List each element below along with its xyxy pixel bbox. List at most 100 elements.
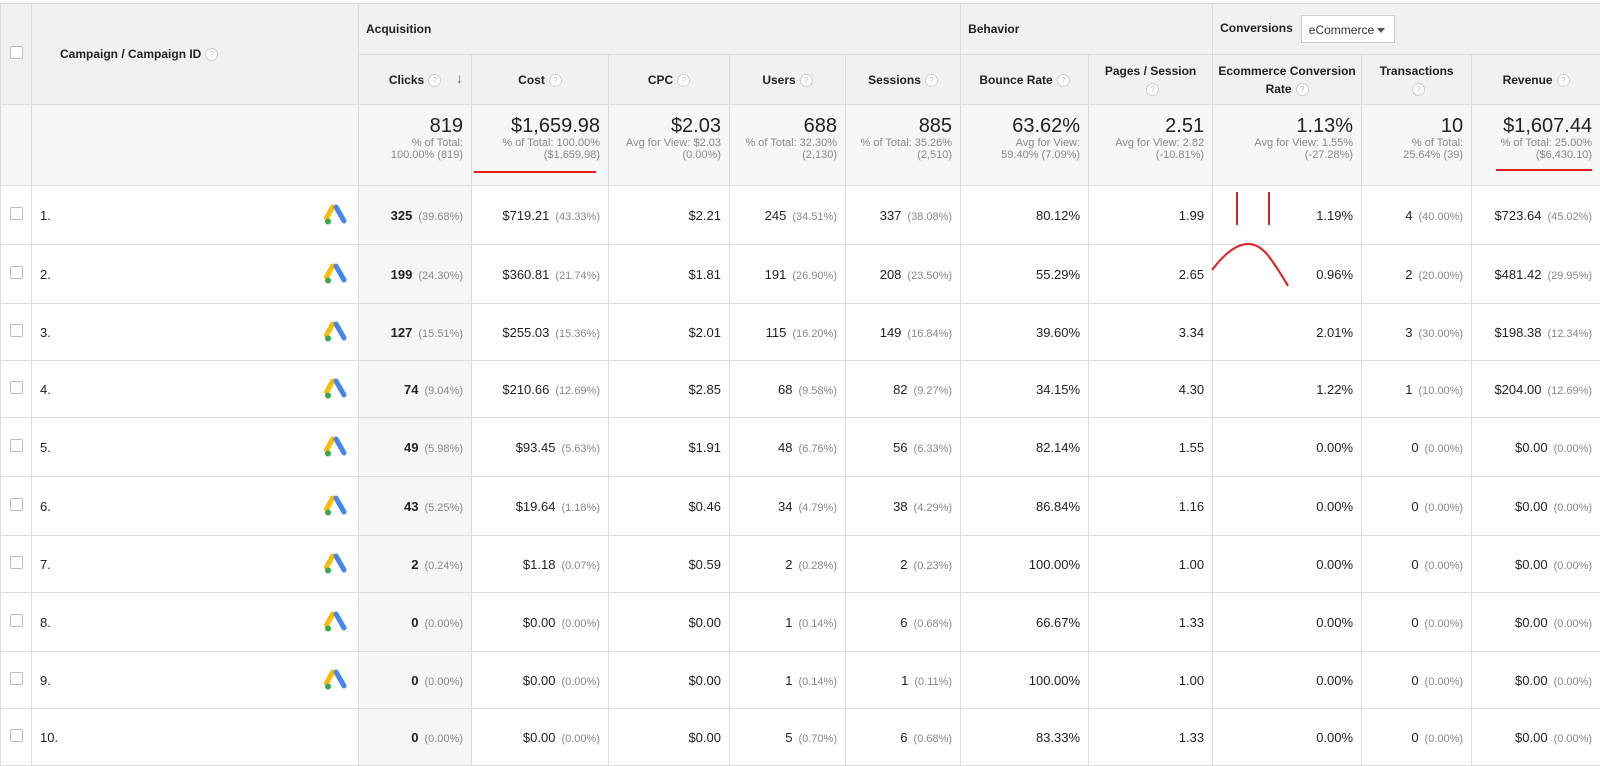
ecr-value: 0.00%: [1316, 730, 1353, 745]
percent-of-total: (0.28%): [798, 560, 837, 572]
clicks-value: 0: [411, 615, 418, 630]
help-circle-icon[interactable]: ?: [205, 48, 218, 61]
transactions-column-header[interactable]: Transactions?: [1362, 55, 1472, 105]
row-checkbox[interactable]: [10, 729, 23, 742]
pages-value: 1.00: [1179, 557, 1204, 572]
campaign-cell[interactable]: 8.: [32, 593, 359, 652]
total-revenue: $1,607.44% of Total: 25.00%($6,430.10): [1472, 105, 1600, 186]
help-circle-icon[interactable]: ?: [1146, 83, 1159, 96]
campaign-cell[interactable]: 9.: [32, 652, 359, 709]
row-checkbox[interactable]: [10, 324, 23, 337]
row-checkbox[interactable]: [10, 266, 23, 279]
help-circle-icon[interactable]: ?: [925, 74, 938, 87]
percent-of-total: (38.08%): [907, 211, 952, 223]
behavior-label: Behavior: [968, 22, 1019, 36]
total-users-value: 688: [730, 115, 837, 137]
pages-session-cell: 2.65: [1089, 245, 1213, 304]
row-checkbox[interactable]: [10, 614, 23, 627]
conversions-label: Conversions: [1220, 21, 1293, 35]
bounce-value: 34.15%: [1036, 382, 1080, 397]
sessions-value: 1: [901, 673, 908, 688]
campaign-cell[interactable]: 5.: [32, 418, 359, 477]
campaign-cell[interactable]: 6.: [32, 477, 359, 536]
help-circle-icon[interactable]: ?: [800, 74, 813, 87]
bounce-rate-column-header[interactable]: Bounce Rate?: [961, 55, 1089, 105]
users-value: 115: [766, 325, 787, 340]
help-circle-icon[interactable]: ?: [677, 74, 690, 87]
percent-of-total: (0.00%): [424, 618, 463, 630]
conversion-type-select[interactable]: eCommerce: [1301, 15, 1395, 43]
cpc-cell: $0.00: [609, 652, 730, 709]
revenue-cell: $0.00(0.00%): [1472, 418, 1600, 477]
campaign-cell[interactable]: 1.: [32, 186, 359, 245]
campaign-cell[interactable]: 4.: [32, 361, 359, 418]
help-circle-icon[interactable]: ?: [428, 74, 441, 87]
clicks-column-header[interactable]: Clicks?↓: [359, 55, 472, 105]
cpc-column-header[interactable]: CPC?: [609, 55, 730, 105]
bounce-value: 82.14%: [1036, 440, 1080, 455]
help-circle-icon[interactable]: ?: [549, 74, 562, 87]
revenue-column-header[interactable]: Revenue?: [1472, 55, 1600, 105]
bounce-rate-cell: 100.00%: [961, 536, 1089, 593]
total-cost-sub1: % of Total: 100.00%: [472, 137, 600, 149]
total-users: 688% of Total: 32.30%(2,130): [730, 105, 846, 186]
campaign-cell[interactable]: 3.: [32, 304, 359, 361]
cost-cell: $93.45(5.63%): [472, 418, 609, 477]
select-all-checkbox[interactable]: [10, 46, 23, 59]
bounce-rate-cell: 55.29%: [961, 245, 1089, 304]
ecr-cell: 0.96%: [1213, 245, 1362, 304]
cost-value: $719.21: [502, 208, 549, 223]
row-checkbox[interactable]: [10, 207, 23, 220]
percent-of-total: (40.00%): [1418, 211, 1463, 223]
ecr-value: 0.00%: [1316, 557, 1353, 572]
row-checkbox[interactable]: [10, 498, 23, 511]
row-index: 8.: [40, 615, 51, 630]
clicks-cell: 325(39.68%): [359, 186, 472, 245]
total-transactions: 10% of Total:25.64% (39): [1362, 105, 1472, 186]
row-index: 9.: [40, 673, 51, 688]
percent-of-total: (0.00%): [1554, 618, 1593, 630]
help-circle-icon[interactable]: ?: [1296, 83, 1309, 96]
chevron-down-icon: [1377, 28, 1385, 33]
help-circle-icon[interactable]: ?: [1412, 83, 1425, 96]
percent-of-total: (34.51%): [792, 211, 837, 223]
row-checkbox[interactable]: [10, 439, 23, 452]
campaign-cell[interactable]: 2.: [32, 245, 359, 304]
row-index: 5.: [40, 440, 51, 455]
percent-of-total: (9.27%): [914, 385, 953, 397]
cost-column-header[interactable]: Cost?: [472, 55, 609, 105]
pages-session-column-header[interactable]: Pages / Session?: [1089, 55, 1213, 105]
cost-cell: $0.00(0.00%): [472, 709, 609, 766]
users-column-header[interactable]: Users?: [730, 55, 846, 105]
bounce-value: 39.60%: [1036, 325, 1080, 340]
total-cpc-sub1: Avg for View: $2.03: [609, 137, 721, 149]
row-checkbox[interactable]: [10, 556, 23, 569]
select-all-cell: [1, 4, 32, 105]
cost-cell: $719.21(43.33%): [472, 186, 609, 245]
arrow-down-icon[interactable]: ↓: [456, 69, 463, 87]
percent-of-total: (5.25%): [424, 502, 463, 514]
percent-of-total: (4.29%): [914, 502, 953, 514]
help-circle-icon[interactable]: ?: [1557, 74, 1570, 87]
campaign-column-header[interactable]: Campaign / Campaign ID?: [32, 4, 359, 105]
sessions-column-header[interactable]: Sessions?: [846, 55, 961, 105]
row-checkbox[interactable]: [10, 672, 23, 685]
cost-value: $0.00: [523, 615, 556, 630]
row-checkbox[interactable]: [10, 381, 23, 394]
help-circle-icon[interactable]: ?: [1057, 74, 1070, 87]
campaign-cell[interactable]: 10.: [32, 709, 359, 766]
campaign-cell[interactable]: 7.: [32, 536, 359, 593]
cpc-value: $2.01: [688, 325, 721, 340]
